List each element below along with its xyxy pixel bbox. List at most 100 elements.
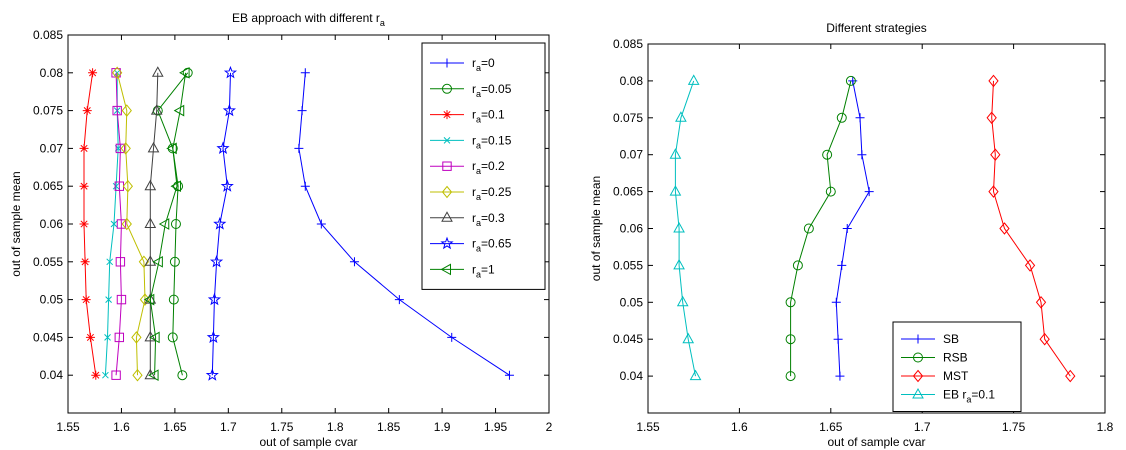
data-point bbox=[822, 149, 833, 160]
data-point bbox=[179, 66, 190, 79]
data-point bbox=[837, 260, 847, 270]
legend-marker bbox=[442, 83, 452, 94]
data-point bbox=[990, 148, 1001, 161]
y-tick-label: 0.055 bbox=[613, 258, 643, 272]
legend-item: ra=0.65 bbox=[430, 237, 512, 254]
legend-item: ra=0.25 bbox=[430, 185, 512, 202]
series-mst bbox=[986, 74, 1076, 383]
data-point bbox=[213, 217, 227, 230]
legend-marker bbox=[441, 185, 453, 199]
legend-marker bbox=[442, 58, 452, 68]
data-point bbox=[785, 334, 796, 345]
legend-label: ra=0.15 bbox=[472, 133, 512, 150]
series-r-a-0 bbox=[294, 68, 514, 380]
legend-label: ra=0.2 bbox=[472, 159, 505, 176]
data-point bbox=[785, 371, 796, 382]
data-point bbox=[173, 104, 185, 117]
series-line bbox=[149, 72, 159, 376]
legend-item: ra=0.2 bbox=[430, 159, 505, 176]
data-point bbox=[166, 142, 177, 155]
chart-eb-approach: 1.55 1.6 1.65 1.7 1.75 1.8 1.85 1.9 1.95 2 0.04 0.0… bbox=[9, 11, 553, 449]
data-point bbox=[349, 257, 359, 267]
data-point bbox=[120, 142, 131, 155]
data-point bbox=[81, 295, 91, 305]
data-point bbox=[294, 143, 304, 153]
legend-item: ra=1 bbox=[430, 262, 495, 279]
y-tick-label: 0.05 bbox=[620, 295, 644, 309]
data-point bbox=[836, 112, 847, 123]
data-point bbox=[112, 66, 123, 80]
data-point bbox=[833, 334, 843, 344]
plot-frame bbox=[647, 43, 1106, 414]
data-point bbox=[116, 294, 127, 305]
data-point bbox=[91, 370, 101, 380]
x-tick-label: 2 bbox=[546, 420, 553, 434]
data-point bbox=[300, 68, 310, 78]
data-point bbox=[1039, 332, 1050, 346]
data-point bbox=[297, 106, 307, 116]
chart-different-strategies: 1.55 1.6 1.65 1.7 1.75 1.8 0.04 0.045 0.05 0.055 0… bbox=[589, 21, 1114, 449]
data-point bbox=[205, 368, 219, 381]
data-point bbox=[152, 255, 163, 268]
data-point bbox=[687, 74, 700, 85]
legend-item: ra=0.1 bbox=[430, 108, 505, 125]
y-tick-label: 0.04 bbox=[40, 368, 64, 382]
data-point bbox=[676, 295, 689, 307]
data-point bbox=[82, 106, 92, 116]
x-tick-label: 1.8 bbox=[327, 420, 344, 434]
data-point bbox=[167, 332, 178, 343]
data-point bbox=[177, 370, 188, 381]
series-r-a-1 bbox=[143, 66, 190, 382]
data-point bbox=[113, 69, 121, 77]
series-line bbox=[149, 72, 187, 376]
data-point bbox=[988, 74, 999, 88]
legend-item: ra=0.05 bbox=[430, 82, 512, 99]
data-point bbox=[115, 143, 126, 154]
y-tick-label: 0.045 bbox=[33, 330, 63, 344]
y-tick-label: 0.05 bbox=[40, 293, 64, 307]
series-line bbox=[157, 72, 189, 376]
data-point bbox=[158, 218, 170, 230]
x-tick-label: 1.55 bbox=[636, 420, 660, 434]
data-point bbox=[209, 254, 224, 268]
x-axis-label: out of sample cvar bbox=[259, 435, 357, 449]
legend-label: SB bbox=[943, 332, 959, 346]
y-tick-label: 0.065 bbox=[613, 185, 643, 199]
y-tick-label: 0.085 bbox=[33, 28, 63, 42]
legend: ra=0 ra=0.05 ra=0.1 ra=0.15 ra=0.2 ra=0.25 ra=… bbox=[421, 42, 546, 290]
data-point bbox=[988, 185, 999, 198]
data-point bbox=[220, 179, 234, 192]
data-point bbox=[394, 295, 404, 305]
x-tick-label: 1.7 bbox=[220, 420, 237, 434]
series-rsb bbox=[785, 75, 856, 382]
legend-marker bbox=[440, 263, 451, 276]
data-point bbox=[132, 368, 143, 382]
data-point bbox=[79, 219, 89, 229]
x-tick-label: 1.55 bbox=[56, 420, 80, 434]
series-r-a-0-25 bbox=[112, 66, 151, 382]
x-tick-label: 1.65 bbox=[819, 420, 843, 434]
legend-label: ra=1 bbox=[472, 262, 495, 279]
x-tick-label: 1.75 bbox=[1002, 420, 1026, 434]
data-point bbox=[106, 258, 114, 266]
legend-label: ra=0.65 bbox=[472, 237, 512, 254]
legend-label: EB ra=0.1 bbox=[943, 388, 995, 405]
data-point bbox=[102, 371, 109, 379]
legend-item: EB ra=0.1 bbox=[901, 388, 995, 405]
data-point bbox=[144, 179, 157, 191]
data-point bbox=[999, 222, 1010, 235]
data-point bbox=[121, 217, 132, 231]
data-point bbox=[825, 186, 836, 197]
data-point bbox=[105, 296, 112, 303]
data-point bbox=[79, 143, 89, 153]
legend-marker bbox=[912, 387, 924, 399]
data-point bbox=[673, 258, 685, 270]
data-point bbox=[80, 257, 90, 267]
series-r-a-0-65 bbox=[205, 65, 238, 381]
data-point bbox=[147, 141, 160, 153]
data-point bbox=[173, 181, 184, 192]
data-point bbox=[300, 181, 310, 191]
data-point bbox=[169, 256, 180, 267]
chart-title: Different strategies bbox=[826, 21, 927, 35]
